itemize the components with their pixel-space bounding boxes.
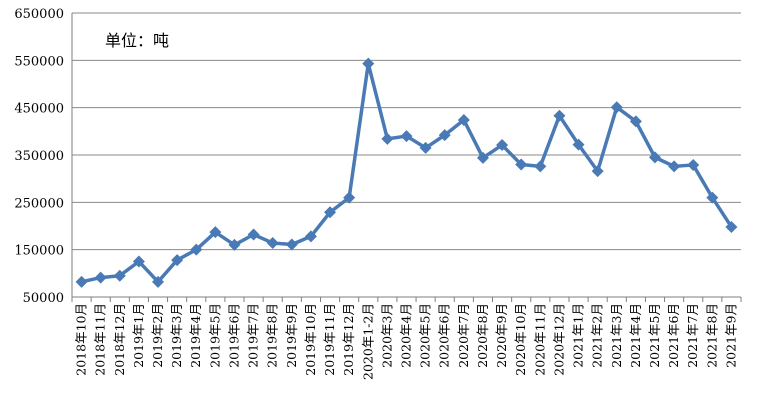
data-point-marker (247, 228, 260, 241)
x-tick-label: 2018年11月 (93, 303, 108, 376)
data-point-marker (113, 269, 126, 282)
data-point-marker (190, 243, 203, 256)
data-point-marker (209, 226, 222, 239)
x-tick-label: 2020年10月 (513, 303, 528, 376)
data-point-marker (706, 191, 719, 204)
x-tick-label: 2020年9月 (494, 303, 509, 368)
x-tick-label: 2018年12月 (112, 303, 127, 376)
x-tick-label: 2021年1月 (571, 303, 586, 368)
x-tick-label: 2021年6月 (666, 303, 681, 368)
data-point-marker (152, 275, 165, 288)
data-point-marker (266, 237, 279, 250)
x-tick-label: 2019年7月 (246, 303, 261, 368)
data-point-marker (515, 158, 528, 171)
x-tick-label: 2020年11月 (532, 303, 547, 376)
y-tick-label: 450000 (14, 102, 64, 117)
data-point-marker (400, 130, 413, 143)
x-tick-label: 2020年12月 (551, 303, 566, 376)
data-point-marker (610, 101, 623, 114)
data-point-marker (687, 158, 700, 171)
grid-lines (72, 12, 741, 251)
data-point-marker (381, 132, 394, 145)
x-tick-label: 2021年3月 (609, 303, 624, 368)
data-point-marker (362, 57, 375, 70)
data-point-marker (419, 141, 432, 154)
data-point-marker (285, 238, 298, 251)
x-tick-label: 2019年11月 (322, 303, 337, 376)
x-tick-label: 2019年2月 (150, 303, 165, 368)
y-tick-label: 650000 (14, 7, 64, 22)
data-point-marker (725, 220, 738, 233)
x-tick-label: 2019年12月 (341, 303, 356, 376)
x-tick-label: 2021年9月 (723, 303, 738, 368)
x-tick-label: 2020年4月 (399, 303, 414, 368)
series-line (81, 61, 733, 284)
y-tick-label: 350000 (14, 149, 64, 164)
x-tick-label: 2019年6月 (226, 303, 241, 368)
x-tick-label: 2019年9月 (284, 303, 299, 368)
y-axis: 50000 150000 250000 350000 450000 550000 65000… (14, 7, 73, 306)
x-tick-label: 2019年4月 (188, 303, 203, 368)
y-tick-label: 150000 (14, 244, 64, 259)
x-tick-label: 2020年5月 (418, 303, 433, 368)
data-point-marker (438, 129, 451, 142)
x-tick-label: 2020年1-2月 (360, 303, 375, 380)
data-point-marker (228, 238, 241, 251)
x-tick-label: 2019年10月 (303, 303, 318, 376)
y-tick-label: 250000 (14, 196, 64, 211)
data-point-marker (553, 109, 566, 122)
x-tick-label: 2020年7月 (456, 303, 471, 368)
data-point-marker (496, 139, 509, 152)
data-point-marker (572, 138, 585, 151)
y-tick-label: 550000 (14, 54, 64, 69)
x-tick-label: 2020年3月 (379, 303, 394, 368)
data-point-marker (457, 113, 470, 126)
unit-label: 单位：吨 (105, 31, 169, 50)
data-point-marker (171, 254, 184, 267)
x-axis: 2018年10月 2018年11月 2018年12月 2019年1月 2019年2月 20… (71, 296, 742, 380)
data-point-marker (629, 115, 642, 128)
x-tick-label: 2019年5月 (207, 303, 222, 368)
x-tick-label: 2020年8月 (475, 303, 490, 368)
y-tick-label: 50000 (23, 291, 64, 306)
x-tick-label: 2018年10月 (74, 303, 89, 376)
data-point-marker (304, 230, 317, 243)
data-point-marker (94, 271, 107, 284)
data-point-marker (324, 206, 337, 219)
data-point-marker (534, 160, 547, 173)
data-point-marker (132, 255, 145, 268)
data-point-marker (476, 151, 489, 164)
data-point-marker (668, 160, 681, 173)
x-tick-label: 2021年4月 (628, 303, 643, 368)
x-tick-label: 2020年6月 (437, 303, 452, 368)
x-tick-label: 2021年2月 (590, 303, 605, 368)
x-tick-label: 2019年3月 (169, 303, 184, 368)
x-tick-label: 2019年1月 (131, 303, 146, 368)
x-tick-label: 2019年8月 (265, 303, 280, 368)
x-tick-label: 2021年7月 (685, 303, 700, 368)
data-point-marker (75, 275, 88, 288)
data-point-marker (648, 151, 661, 164)
data-point-marker (343, 191, 356, 204)
x-tick-label: 2021年8月 (704, 303, 719, 368)
data-series (75, 57, 738, 288)
x-tick-label: 2021年5月 (647, 303, 662, 368)
data-point-marker (591, 165, 604, 178)
